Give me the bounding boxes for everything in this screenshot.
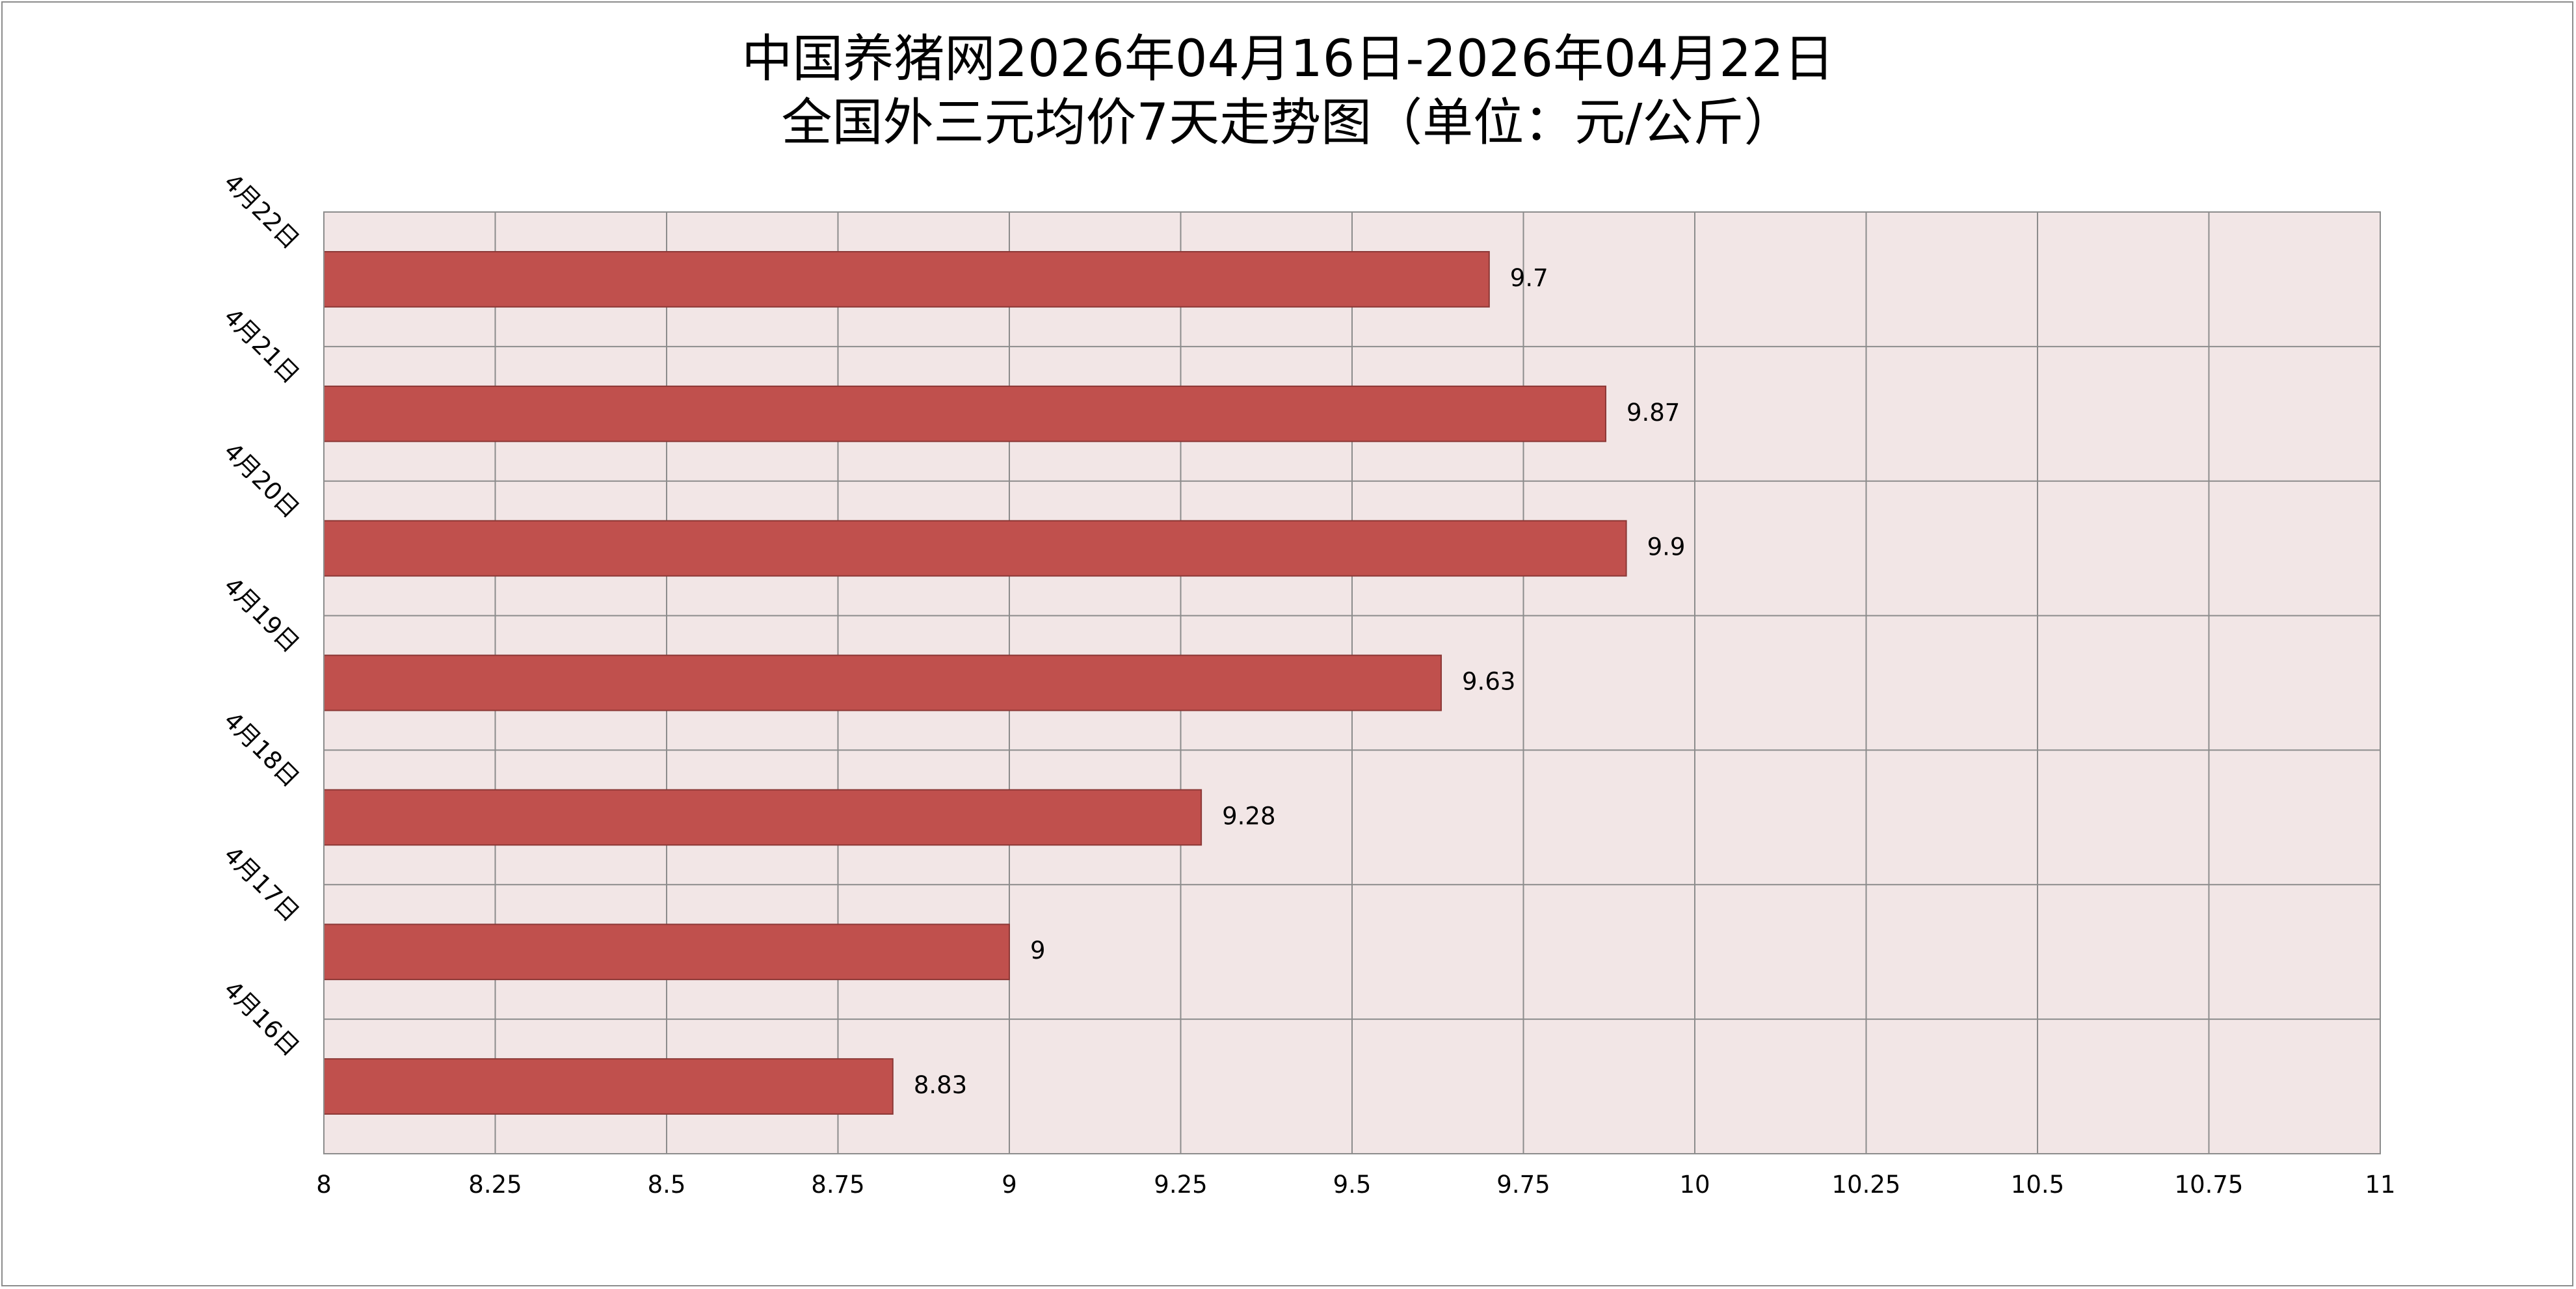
category-label-1: 4月21日: [219, 302, 305, 389]
x-axis-ticks: 8 8.25 8.5 8.75 9 9.25 9.5 9.75 10 10.25 10.5 10.75…: [316, 1171, 2395, 1199]
data-label-1: 9.87: [1627, 399, 1680, 427]
category-label-5: 4月17日: [219, 841, 305, 927]
y-axis-ticks: 4月22日 4月21日 4月20日 4月19日 4月18日 4月17日 4月16日: [219, 168, 305, 1062]
x-tick-label-2: 8.5: [648, 1171, 686, 1199]
plot-border: [323, 211, 2381, 1154]
x-tick-label-0: 8: [316, 1171, 332, 1199]
x-tick-label-6: 9.5: [1333, 1171, 1372, 1199]
data-label-3: 9.63: [1462, 668, 1515, 696]
category-label-2: 4月20日: [219, 437, 305, 524]
chart-title-line2: 全国外三元均价7天走势图（单位：元/公斤）: [781, 94, 1795, 152]
data-label-0: 9.7: [1510, 264, 1548, 292]
bar-4: [323, 789, 1202, 846]
bar-3: [323, 654, 1442, 711]
bar-2: [323, 520, 1627, 577]
x-tick-label-3: 8.75: [811, 1171, 864, 1199]
bars: [323, 251, 1627, 1115]
category-label-6: 4月16日: [219, 976, 305, 1062]
x-tick-label-11: 10.75: [2175, 1171, 2244, 1199]
bar-6: [323, 1058, 894, 1115]
x-tick-label-1: 8.25: [468, 1171, 522, 1199]
x-tick-label-12: 11: [2365, 1171, 2395, 1199]
data-label-6: 8.83: [914, 1071, 967, 1099]
x-tick-label-8: 10: [1679, 1171, 1710, 1199]
data-labels: 9.7 9.87 9.9 9.63 9.28 9 8.83: [914, 264, 1686, 1099]
bar-0: [323, 251, 1490, 308]
bar-1: [323, 385, 1606, 442]
x-tick-label-5: 9.25: [1154, 1171, 1207, 1199]
x-tick-label-4: 9: [1002, 1171, 1017, 1199]
data-label-5: 9: [1030, 937, 1046, 964]
bar-5: [323, 924, 1010, 981]
x-tick-label-10: 10.5: [2011, 1171, 2064, 1199]
x-tick-label-7: 9.75: [1496, 1171, 1550, 1199]
category-label-4: 4月18日: [219, 706, 305, 793]
category-label-3: 4月19日: [219, 572, 305, 658]
data-label-4: 9.28: [1222, 802, 1275, 830]
chart-title-line1: 中国养猪网2026年04月16日-2026年04月22日: [741, 30, 1835, 88]
x-tick-label-9: 10.25: [1832, 1171, 1901, 1199]
data-label-2: 9.9: [1647, 533, 1686, 561]
category-label-0: 4月22日: [219, 168, 305, 255]
